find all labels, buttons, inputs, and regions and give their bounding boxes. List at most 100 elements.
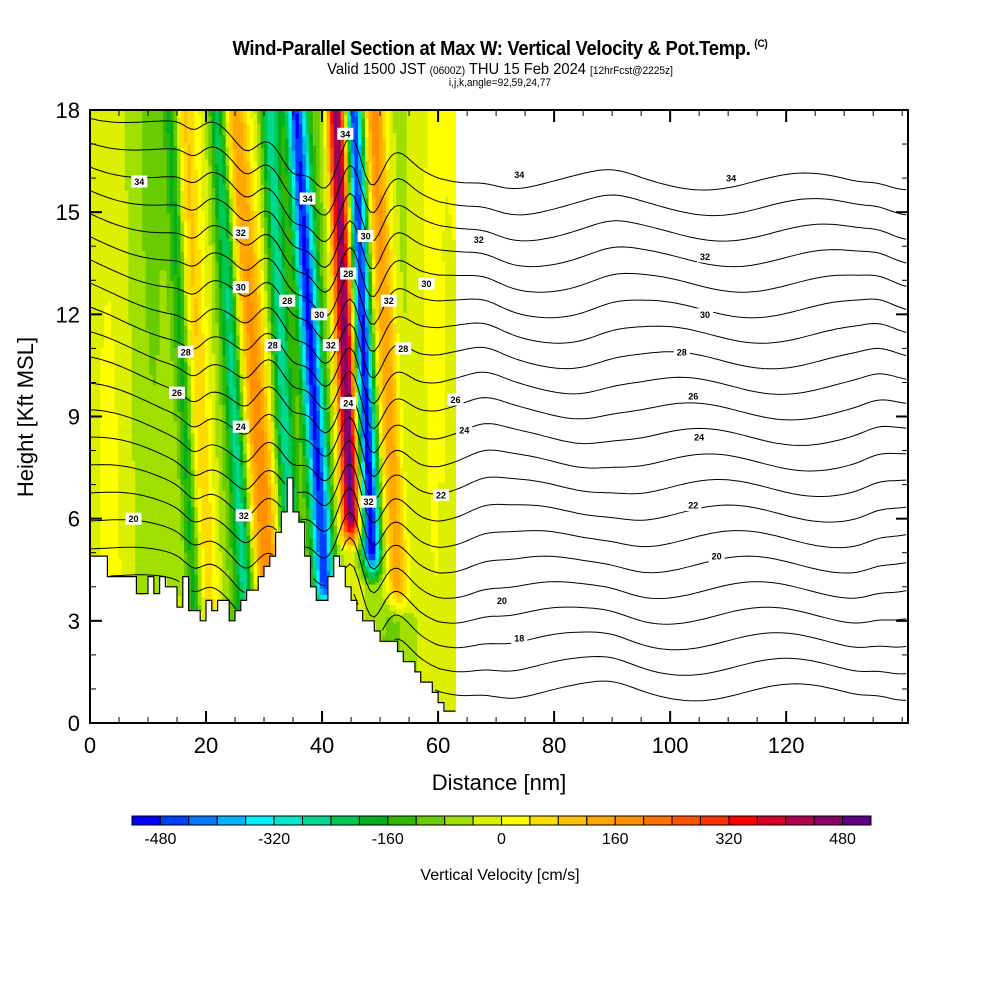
velocity-cell	[305, 549, 310, 557]
velocity-cell	[103, 304, 109, 557]
velocity-cell	[204, 416, 209, 601]
velocity-cell	[333, 415, 338, 459]
velocity-cell	[385, 616, 390, 642]
velocity-cell	[361, 436, 366, 463]
velocity-cell	[302, 362, 307, 382]
x-tick-label: 40	[310, 733, 334, 758]
contour-label-box	[235, 509, 252, 522]
velocity-cell	[309, 415, 314, 441]
velocity-cell	[351, 275, 356, 289]
velocity-cell	[368, 559, 373, 567]
velocity-cell	[323, 379, 328, 405]
velocity-cell	[340, 529, 345, 537]
velocity-cell	[309, 206, 314, 232]
contour-label-text: 28	[268, 341, 278, 351]
contour-label: 18	[511, 631, 528, 644]
velocity-cell	[253, 338, 258, 463]
velocity-cell	[452, 239, 457, 712]
velocity-cell	[124, 110, 129, 191]
velocity-cell	[347, 323, 352, 337]
velocity-cell	[183, 257, 189, 296]
velocity-cell	[232, 259, 237, 279]
velocity-cell	[375, 490, 380, 510]
velocity-cell	[319, 312, 324, 344]
velocity-cell	[239, 391, 244, 418]
velocity-cell	[354, 465, 359, 479]
velocity-cell	[194, 426, 199, 471]
velocity-cell	[361, 271, 366, 315]
velocity-cell	[305, 133, 310, 153]
velocity-cell	[392, 610, 397, 624]
velocity-cell	[344, 531, 349, 539]
velocity-cell	[177, 478, 182, 596]
velocity-cell	[323, 532, 328, 589]
colorbar-swatch	[586, 815, 616, 826]
velocity-cell	[364, 234, 370, 254]
velocity-cell	[351, 502, 356, 522]
velocity-cell	[371, 449, 377, 469]
velocity-cell	[298, 393, 303, 443]
contour-label: 28	[340, 267, 357, 280]
velocity-cell	[340, 345, 345, 384]
velocity-cell	[396, 620, 401, 653]
velocity-cell	[323, 146, 328, 209]
velocity-cell	[236, 110, 241, 207]
contour-label-text: 32	[384, 296, 394, 306]
velocity-cell	[333, 494, 338, 527]
velocity-cell	[326, 552, 331, 572]
velocity-cell	[347, 231, 352, 251]
contour-label-box	[447, 393, 464, 406]
velocity-cell	[298, 515, 303, 523]
velocity-cell	[354, 287, 359, 307]
velocity-cell	[420, 110, 425, 683]
velocity-cell	[351, 526, 356, 534]
velocity-cell	[114, 411, 119, 578]
velocity-cell	[330, 533, 335, 553]
velocity-cell	[364, 473, 370, 512]
contour-label-text: 28	[677, 347, 687, 357]
velocity-cell	[361, 110, 366, 119]
velocity-cell	[274, 483, 279, 515]
velocity-cell	[271, 286, 276, 324]
velocity-cell	[204, 306, 209, 418]
theta-contour-35	[90, 142, 907, 217]
velocity-cell	[194, 110, 199, 170]
velocity-cell	[208, 116, 213, 166]
velocity-cell	[103, 110, 109, 306]
velocity-cell	[410, 110, 415, 614]
contour-label: 26	[169, 386, 185, 399]
velocity-cell	[298, 442, 303, 517]
velocity-cell	[351, 532, 356, 540]
velocity-cell	[309, 384, 314, 416]
velocity-cell	[260, 270, 265, 308]
terrain-profile	[89, 477, 456, 723]
theta-contour-27	[90, 331, 907, 430]
velocity-cell	[312, 439, 317, 478]
velocity-cell	[358, 463, 363, 477]
velocity-cell	[298, 160, 303, 211]
theta-contour-17	[394, 638, 907, 676]
velocity-cell	[441, 481, 446, 704]
velocity-cell	[257, 564, 262, 578]
theta-contour-21	[90, 491, 907, 574]
velocity-cell	[243, 122, 248, 166]
velocity-cell	[281, 205, 286, 268]
velocity-cell	[358, 549, 363, 557]
velocity-cell	[295, 180, 300, 206]
velocity-cell	[180, 349, 185, 412]
velocity-cell	[177, 276, 182, 345]
velocity-cell	[361, 584, 366, 622]
velocity-cell	[431, 551, 436, 693]
velocity-cell	[358, 193, 363, 317]
velocity-cell	[229, 222, 234, 242]
velocity-cell	[323, 465, 328, 491]
velocity-cell	[326, 570, 331, 578]
velocity-cell	[399, 400, 404, 469]
velocity-cell	[305, 110, 310, 134]
velocity-cell	[250, 246, 255, 303]
colorbar-title: Vertical Velocity [cm/s]	[420, 867, 579, 884]
contour-label-text: 18	[514, 633, 524, 643]
velocity-cell	[229, 110, 234, 132]
contour-label-box	[232, 226, 249, 239]
velocity-cell	[438, 110, 443, 483]
